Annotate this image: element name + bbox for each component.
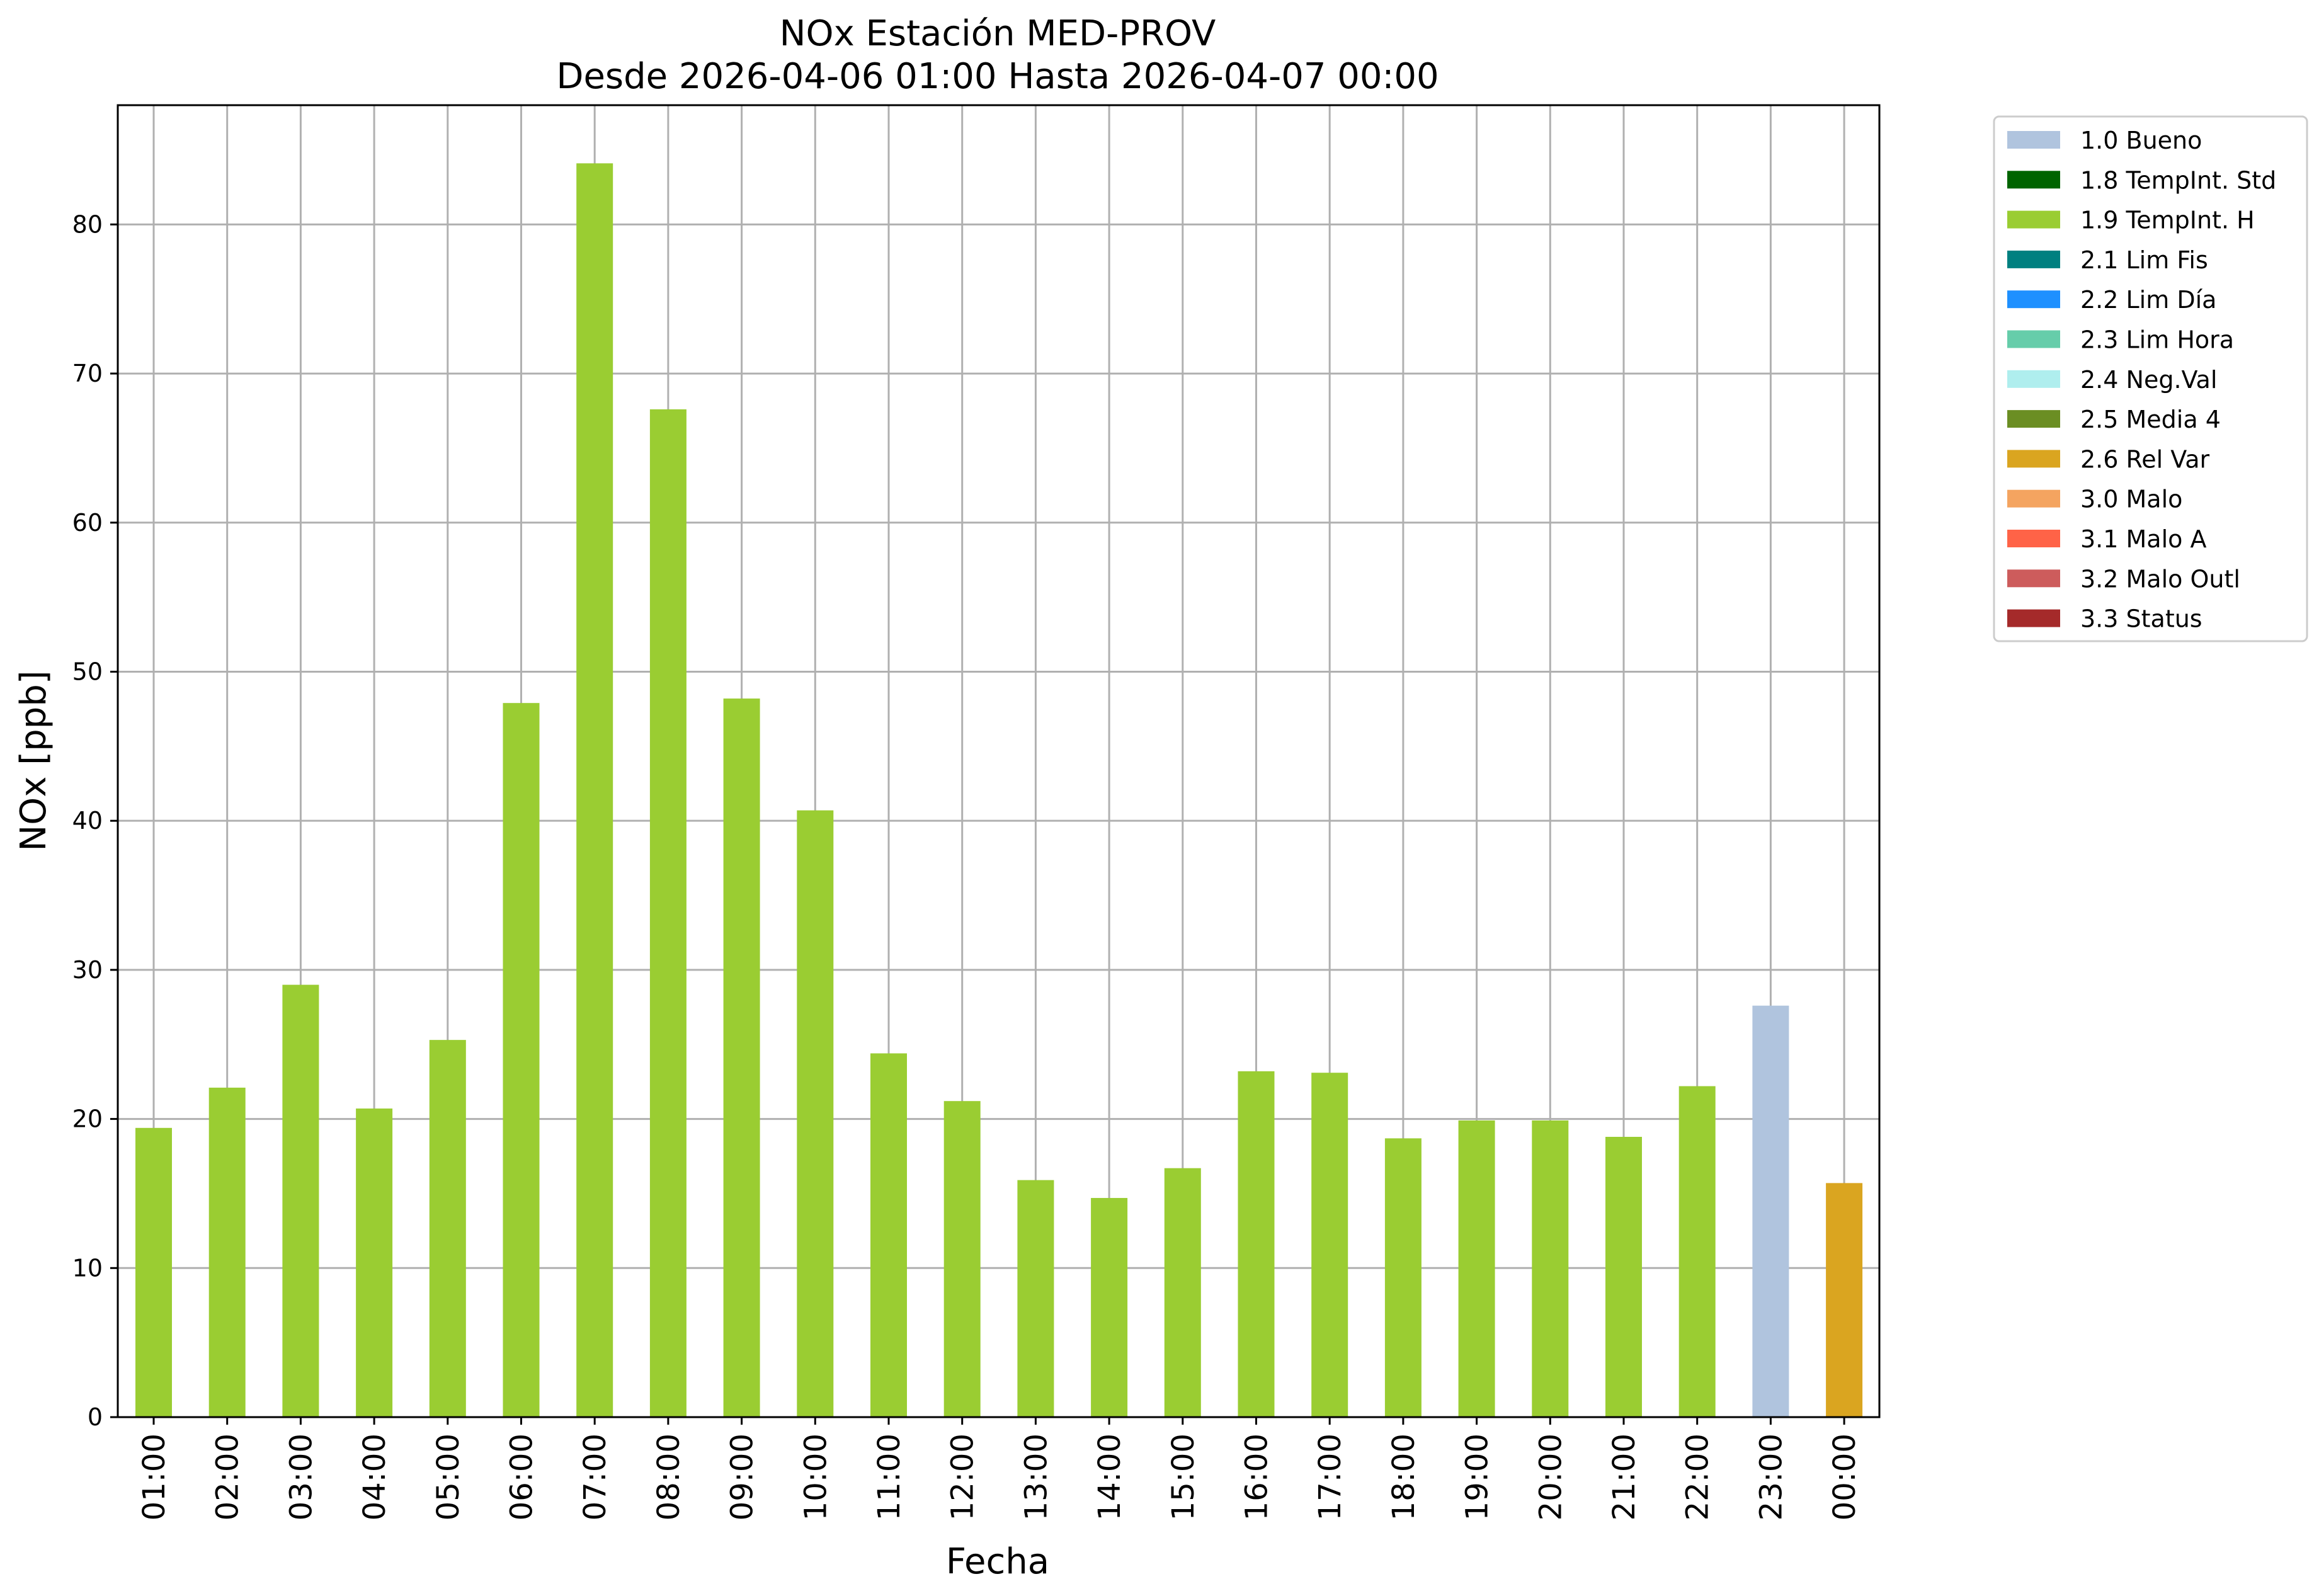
bar-11:00 — [870, 1053, 907, 1417]
legend-swatch — [2007, 530, 2060, 547]
legend-label: 1.9 TempInt. H — [2080, 207, 2255, 234]
legend-swatch — [2007, 569, 2060, 588]
bar-14:00 — [1091, 1198, 1128, 1417]
x-tick-label: 17:00 — [1313, 1434, 1348, 1520]
chart-title: NOx Estación MED-PROV — [780, 13, 1216, 54]
legend-label: 1.0 Bueno — [2080, 127, 2202, 154]
legend-swatch — [2007, 330, 2060, 348]
x-tick-label: 03:00 — [283, 1434, 319, 1520]
bar-23:00 — [1752, 1005, 1789, 1417]
bar-12:00 — [943, 1101, 981, 1417]
chart-subtitle: Desde 2026-04-06 01:00 Hasta 2026-04-07 … — [556, 56, 1439, 97]
x-axis-label: Fecha — [946, 1541, 1049, 1582]
legend-label: 3.2 Malo Outl — [2080, 565, 2240, 593]
bar-08:00 — [649, 409, 687, 1418]
legend-swatch — [2007, 410, 2060, 428]
bar-22:00 — [1678, 1086, 1716, 1417]
x-tick-label: 12:00 — [945, 1434, 981, 1520]
x-tick-label: 20:00 — [1533, 1434, 1568, 1520]
x-tick-label: 04:00 — [357, 1434, 392, 1520]
legend-label: 2.3 Lim Hora — [2080, 326, 2234, 354]
legend-swatch — [2007, 171, 2060, 189]
legend-swatch — [2007, 370, 2060, 388]
bar-15:00 — [1164, 1168, 1201, 1417]
x-tick-label: 23:00 — [1753, 1434, 1789, 1520]
x-tick-label: 15:00 — [1166, 1434, 1201, 1520]
legend-swatch — [2007, 609, 2060, 627]
y-tick-label: 80 — [72, 210, 103, 238]
legend-swatch — [2007, 250, 2060, 268]
plot-frame — [117, 104, 1881, 1418]
bar-07:00 — [576, 163, 613, 1418]
legend-label: 2.6 Rel Var — [2080, 445, 2210, 473]
x-tick-label: 02:00 — [210, 1434, 246, 1520]
bar-13:00 — [1017, 1180, 1054, 1417]
bar-17:00 — [1311, 1073, 1348, 1417]
x-tick-label: 16:00 — [1239, 1434, 1275, 1520]
legend-label: 2.1 Lim Fis — [2080, 246, 2208, 274]
bar-02:00 — [208, 1087, 246, 1417]
x-tick-label: 14:00 — [1092, 1434, 1127, 1520]
legend-label: 2.4 Neg.Val — [2080, 366, 2217, 394]
bar-21:00 — [1605, 1136, 1642, 1417]
y-tick-label: 70 — [72, 360, 103, 387]
legend: 1.0 Bueno 1.8 TempInt. Std 1.9 TempInt. H 2… — [1993, 115, 2308, 642]
y-tick-label: 20 — [72, 1105, 103, 1133]
legend-label: 1.8 TempInt. Std — [2080, 166, 2276, 194]
legend-label: 3.3 Status — [2080, 605, 2202, 633]
legend-label: 2.2 Lim Día — [2080, 286, 2216, 314]
bar-03:00 — [282, 984, 319, 1417]
bars — [135, 163, 1863, 1418]
bar-19:00 — [1458, 1120, 1495, 1417]
x-tick-label: 21:00 — [1607, 1434, 1642, 1520]
x-tick-label: 13:00 — [1018, 1434, 1054, 1520]
legend-swatch — [2007, 131, 2060, 149]
legend-label: 2.5 Media 4 — [2080, 406, 2221, 433]
bar-05:00 — [429, 1040, 466, 1417]
y-tick-label: 10 — [72, 1254, 103, 1282]
x-tick-label: 06:00 — [504, 1434, 540, 1520]
legend-swatch — [2007, 290, 2060, 309]
legend-swatch — [2007, 210, 2060, 229]
x-tick-label: 10:00 — [798, 1434, 833, 1520]
bar-04:00 — [356, 1109, 393, 1417]
y-axis-ticks: 0 10 20 30 40 50 60 70 80 — [72, 210, 118, 1431]
x-axis-ticks: 01:00 02:00 03:00 04:00 05:00 06:00 07:00 08:00… — [137, 1417, 1862, 1520]
y-tick-label: 30 — [72, 956, 103, 984]
bar-09:00 — [723, 698, 760, 1417]
legend-swatch — [2007, 450, 2060, 468]
x-tick-label: 05:00 — [431, 1434, 466, 1520]
y-tick-label: 0 — [88, 1403, 103, 1431]
x-tick-label: 09:00 — [725, 1434, 760, 1520]
x-tick-label: 08:00 — [651, 1434, 687, 1520]
x-tick-label: 22:00 — [1680, 1434, 1716, 1520]
x-tick-label: 00:00 — [1827, 1434, 1862, 1520]
bar-01:00 — [135, 1127, 172, 1417]
bar-00:00 — [1826, 1183, 1863, 1417]
legend-box — [1993, 115, 2308, 642]
bar-16:00 — [1238, 1071, 1275, 1417]
x-tick-label: 01:00 — [137, 1434, 172, 1520]
y-tick-label: 40 — [72, 807, 103, 835]
legend-label: 3.1 Malo A — [2080, 525, 2206, 553]
x-tick-label: 11:00 — [872, 1434, 907, 1520]
y-axis-label: NOx [ppb] — [13, 670, 54, 851]
x-tick-label: 07:00 — [578, 1434, 613, 1520]
legend-swatch — [2007, 489, 2060, 508]
bar-10:00 — [797, 810, 834, 1417]
y-tick-label: 60 — [72, 509, 103, 537]
bar-06:00 — [503, 703, 540, 1417]
x-tick-label: 18:00 — [1386, 1434, 1422, 1520]
x-tick-label: 19:00 — [1460, 1434, 1495, 1520]
bar-18:00 — [1384, 1138, 1422, 1417]
legend-label: 3.0 Malo — [2080, 486, 2182, 513]
bar-20:00 — [1532, 1120, 1569, 1417]
y-tick-label: 50 — [72, 658, 103, 685]
